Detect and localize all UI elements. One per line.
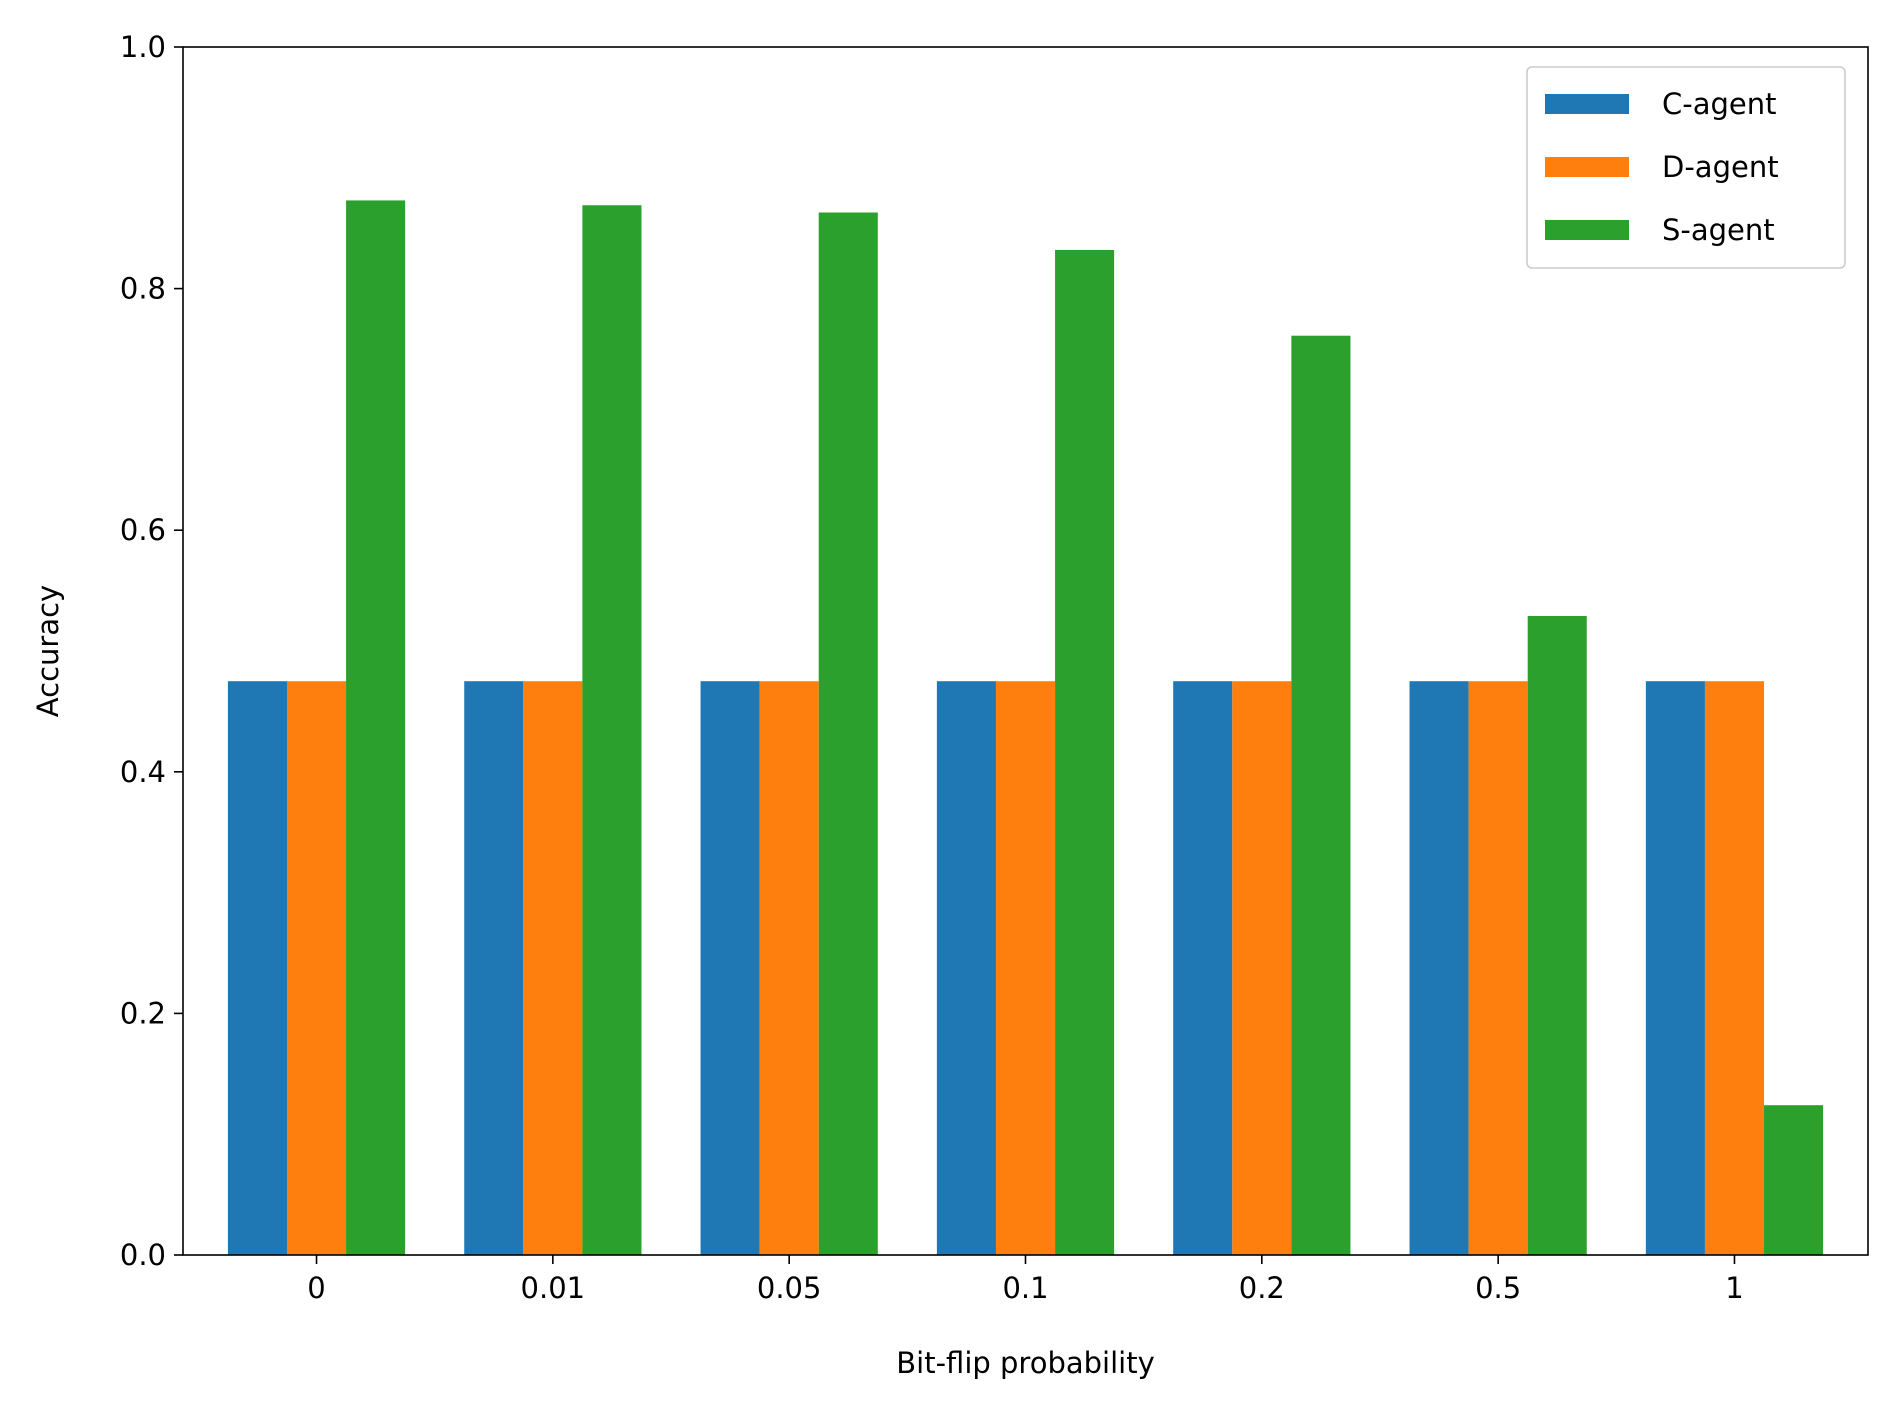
bar-c-agent-0.5 [1409,681,1469,1255]
bar-s-agent-0.05 [818,212,878,1256]
plot-frame [182,46,1869,1256]
bar-d-agent-0.05 [759,681,819,1255]
bar-s-agent-0.5 [1527,615,1587,1255]
legend-swatch-c-agent [1545,94,1629,114]
y-tick-label: 0.6 [120,513,166,547]
bar-c-agent-1 [1645,681,1705,1255]
legend-label-c-agent: C-agent [1662,87,1777,121]
y-tick-label: 0.0 [120,1238,166,1272]
bars-group [227,200,1824,1256]
bar-d-agent-1 [1704,681,1765,1255]
y-axis-ticks: 0.0 0.2 0.4 0.6 0.8 1.0 [120,30,183,1272]
legend-label-d-agent: D-agent [1662,150,1779,184]
x-tick-label: 1 [1725,1271,1743,1305]
x-axis-label: Bit-flip probability [896,1346,1154,1380]
legend-box [1526,66,1846,269]
legend-label-s-agent: S-agent [1662,213,1775,247]
bar-d-agent-0.2 [1232,681,1292,1255]
bar-c-agent-0.2 [1173,681,1233,1255]
bar-s-agent-0.2 [1291,335,1351,1255]
bar-d-agent-0.5 [1468,681,1528,1255]
y-tick-label: 0.4 [120,755,166,789]
legend-swatch-d-agent [1545,157,1629,177]
y-tick-label: 0.8 [120,272,166,306]
x-tick-label: 0 [307,1271,325,1305]
y-tick-label: 0.2 [120,996,166,1030]
bar-d-agent-0.1 [995,681,1056,1255]
x-tick-label: 0.1 [1002,1271,1048,1305]
bar-c-agent-0.01 [464,681,524,1255]
bar-s-agent-0 [346,200,406,1255]
legend-swatch-s-agent [1545,220,1629,240]
bar-c-agent-0 [227,681,287,1255]
bar-c-agent-0.05 [700,681,760,1255]
x-tick-label: 0.5 [1475,1271,1521,1305]
x-tick-label: 0.2 [1239,1271,1285,1305]
x-tick-label: 0.01 [521,1271,586,1305]
bar-d-agent-0 [286,681,347,1255]
legend: C-agent D-agent S-agent [1526,66,1846,269]
bar-c-agent-0.1 [936,681,996,1255]
bar-s-agent-0.01 [582,205,642,1255]
x-axis-ticks: 0 0.01 0.05 0.1 0.2 0.5 1 [307,1255,1744,1305]
x-tick-label: 0.05 [757,1271,822,1305]
y-axis-label: Accuracy [31,585,65,717]
bar-d-agent-0.01 [523,681,583,1255]
y-tick-label: 1.0 [120,30,166,64]
bar-s-agent-1 [1764,1105,1824,1255]
bar-s-agent-0.1 [1055,249,1115,1256]
